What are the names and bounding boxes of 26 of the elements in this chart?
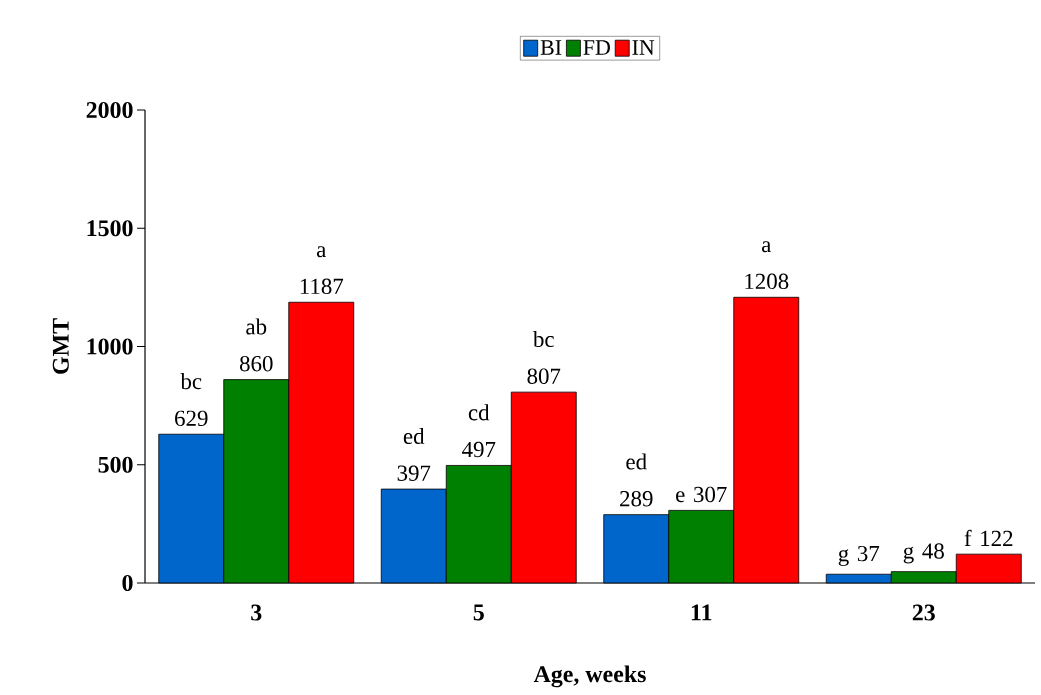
y-tick-label: 500: [98, 456, 133, 473]
y-tick-label: 1000: [87, 338, 133, 355]
data-label: a 1208: [745, 241, 789, 290]
data-label: e 307: [676, 486, 727, 503]
legend-label: IN: [632, 40, 655, 55]
x-tick-label: 3: [251, 604, 262, 621]
data-label: ed 289: [620, 453, 653, 507]
data-label: ed 397: [397, 427, 431, 481]
y-tick-label: 0: [122, 574, 133, 592]
data-label: g 48: [903, 543, 944, 564]
legend-label: BI: [540, 40, 562, 55]
x-tick-label: 23: [912, 604, 935, 621]
x-axis-title: Age, weeks: [533, 665, 646, 688]
y-tick-label: 1500: [87, 220, 133, 237]
data-label: bc 807: [527, 330, 561, 384]
x-tick-label: 5: [473, 604, 484, 621]
legend-label: FD: [583, 40, 610, 55]
y-axis-title: GMT: [52, 318, 69, 374]
data-label: f 122: [964, 529, 1013, 546]
x-tick-label: 11: [691, 604, 712, 621]
data-label: a 1187: [300, 246, 344, 295]
data-label: g 37: [838, 545, 880, 567]
data-label: ab 860: [239, 318, 273, 372]
data-label: bc 629: [175, 373, 208, 427]
y-tick-label: 2000: [86, 101, 133, 119]
data-label: cd 497: [462, 404, 496, 458]
